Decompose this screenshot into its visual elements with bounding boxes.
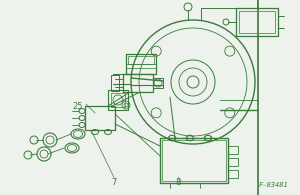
Bar	[111, 75, 119, 91]
Text: 8: 8	[176, 178, 181, 187]
Bar	[153, 78, 163, 88]
Bar	[228, 158, 238, 166]
Bar	[111, 93, 125, 107]
Text: F-03481: F-03481	[258, 182, 288, 188]
Bar	[108, 90, 128, 110]
Bar	[239, 11, 275, 33]
Bar	[126, 54, 156, 74]
Bar	[228, 170, 238, 178]
Text: 25: 25	[73, 102, 83, 111]
Bar	[123, 74, 153, 92]
Bar	[160, 138, 228, 183]
Bar	[236, 8, 278, 36]
Bar	[128, 56, 154, 64]
Bar	[85, 106, 115, 130]
Text: 7: 7	[111, 178, 117, 187]
Bar	[162, 140, 226, 181]
Bar	[228, 146, 238, 154]
